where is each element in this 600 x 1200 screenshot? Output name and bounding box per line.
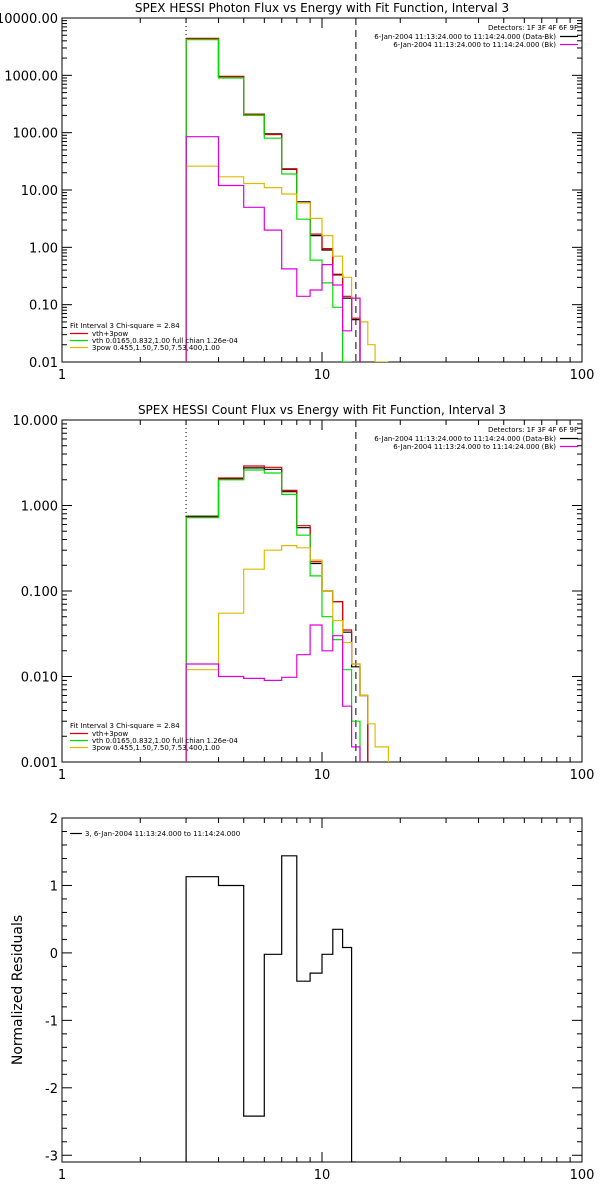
- legend-header: Fit Interval 3 Chi-square = 2.84: [70, 722, 180, 730]
- y-tick-label: 0.010: [21, 671, 58, 686]
- x-tick-label: 10: [314, 368, 331, 383]
- legend-entry-label: 3, 6-Jan-2004 11:13:24.000 to 11:14:24.0…: [85, 830, 240, 838]
- legend-header: Detectors: 1F 3F 4F 6F 9F: [488, 24, 578, 32]
- series-vth-3pow: [185, 37, 361, 362]
- y-tick-label: 2: [50, 812, 58, 827]
- legend-entry-label: 6-Jan-2004 11:13:24.000 to 11:14:24.000 …: [393, 443, 556, 451]
- legend-header: Fit Interval 3 Chi-square = 2.84: [70, 322, 180, 330]
- y-tick-label: -1: [45, 1014, 58, 1029]
- legend-entry-label: vth+3pow: [92, 330, 128, 338]
- plot-area: [185, 855, 356, 1162]
- y-tick-label: 1000.00: [4, 69, 58, 84]
- chart-panel-3: 1 10 100 -3 -2 -1 0 1 2 Normalized Residuals 3, 6-…: [10, 812, 594, 1183]
- y-tick-label: 10.000: [13, 414, 59, 429]
- series-vth: [185, 469, 361, 762]
- series-3pow: [185, 165, 389, 362]
- legend-bottom: Fit Interval 3 Chi-square = 2.84vth+3pow…: [70, 722, 238, 752]
- legend-entry-label: 6-Jan-2004 11:13:24.000 to 11:14:24.000 …: [374, 435, 556, 443]
- y-axis-label: Normalized Residuals: [10, 915, 26, 1065]
- y-tick-label: 1: [50, 879, 58, 894]
- y-tick-label: 10000.00: [0, 12, 58, 27]
- legend-top: Detectors: 1F 3F 4F 6F 9F6-Jan-2004 11:1…: [374, 24, 578, 49]
- legend-entry-label: 6-Jan-2004 11:13:24.000 to 11:14:24.000 …: [374, 33, 556, 41]
- chart-title: SPEX HESSI Count Flux vs Energy with Fit…: [138, 403, 506, 417]
- y-tick-label: -3: [45, 1149, 58, 1164]
- series-3pow: [185, 544, 389, 762]
- y-tick-label: 0.01: [29, 356, 58, 371]
- chart-title: SPEX HESSI Photon Flux vs Energy with Fi…: [135, 1, 509, 15]
- axes-frame: [61, 17, 583, 363]
- y-tick-label: 1.000: [21, 500, 58, 515]
- series-vth-3pow: [185, 465, 369, 762]
- chart-panel-2: SPEX HESSI Count Flux vs Energy with Fit…: [13, 403, 595, 783]
- x-tick-label: 10: [314, 768, 331, 783]
- y-tick-label: 1.00: [29, 241, 58, 256]
- x-tick-label: 1: [58, 368, 66, 383]
- plot-area: [185, 37, 389, 362]
- series-bk: [185, 136, 361, 362]
- legend-entry-label: 3pow 0.455,1.50,7.50,7.53,400,1.00: [92, 744, 220, 752]
- y-tick-label: 0.100: [21, 585, 58, 600]
- y-tick-label: 100.00: [13, 127, 59, 142]
- x-tick-label: 100: [570, 1168, 595, 1183]
- series-data-bk: [185, 467, 369, 762]
- legend-entry-label: vth 0.0165,0.832,1.00 full chian 1.26e-0…: [92, 737, 238, 745]
- y-tick-label: -2: [45, 1082, 58, 1097]
- legend-entry-label: vth+3pow: [92, 730, 128, 738]
- legend-entry-label: 3pow 0.455,1.50,7.50,7.53,400,1.00: [92, 344, 220, 352]
- x-tick-label: 100: [570, 368, 595, 383]
- series-data-bk: [185, 38, 361, 362]
- legend-bottom: Fit Interval 3 Chi-square = 2.84vth+3pow…: [70, 322, 238, 352]
- y-tick-label: 0.001: [21, 756, 58, 771]
- series-3-6-jan-2004-11-13-24-000-to-11-14-24-000: [185, 855, 356, 1162]
- legend-entry-label: vth 0.0165,0.832,1.00 full chian 1.26e-0…: [92, 337, 238, 345]
- y-tick-label: 10.00: [21, 184, 58, 199]
- x-tick-label: 1: [58, 768, 66, 783]
- legend-entry-label: 6-Jan-2004 11:13:24.000 to 11:14:24.000 …: [393, 41, 556, 49]
- x-tick-label: 1: [58, 1168, 66, 1183]
- y-tick-label: 0.10: [29, 299, 58, 314]
- y-tick-label: 0: [50, 947, 58, 962]
- series-vth: [185, 38, 352, 362]
- axes-frame: [61, 817, 583, 1163]
- plot-area: [185, 465, 389, 762]
- legend-top: Detectors: 1F 3F 4F 6F 9F6-Jan-2004 11:1…: [374, 426, 578, 451]
- chart-panel-1: SPEX HESSI Photon Flux vs Energy with Fi…: [0, 1, 594, 383]
- x-tick-label: 10: [314, 1168, 331, 1183]
- legend: 3, 6-Jan-2004 11:13:24.000 to 11:14:24.0…: [70, 830, 240, 838]
- x-tick-label: 100: [570, 768, 595, 783]
- series-bk: [185, 624, 361, 762]
- legend-header: Detectors: 1F 3F 4F 6F 9F: [488, 426, 578, 434]
